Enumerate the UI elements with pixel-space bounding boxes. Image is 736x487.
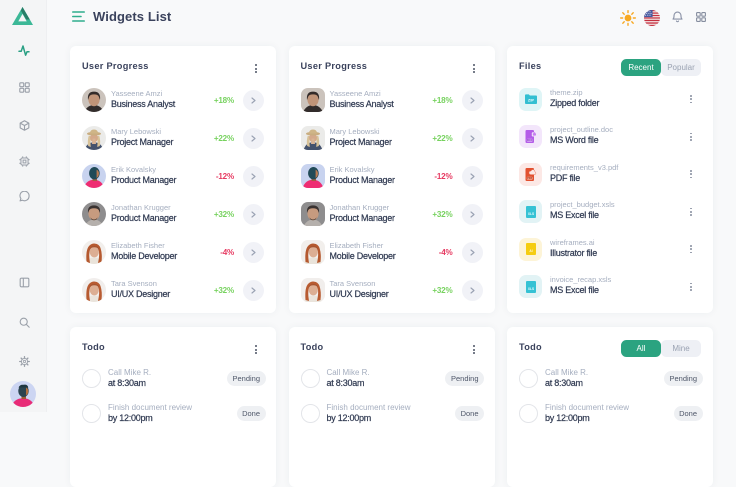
svg-text:ZIP: ZIP: [527, 98, 534, 103]
svg-text:DOC: DOC: [526, 138, 532, 142]
svg-text:PDF: PDF: [527, 176, 533, 180]
svg-text:AI: AI: [529, 249, 532, 253]
svg-text:XLS: XLS: [527, 212, 533, 216]
svg-text:XLS: XLS: [527, 287, 533, 291]
